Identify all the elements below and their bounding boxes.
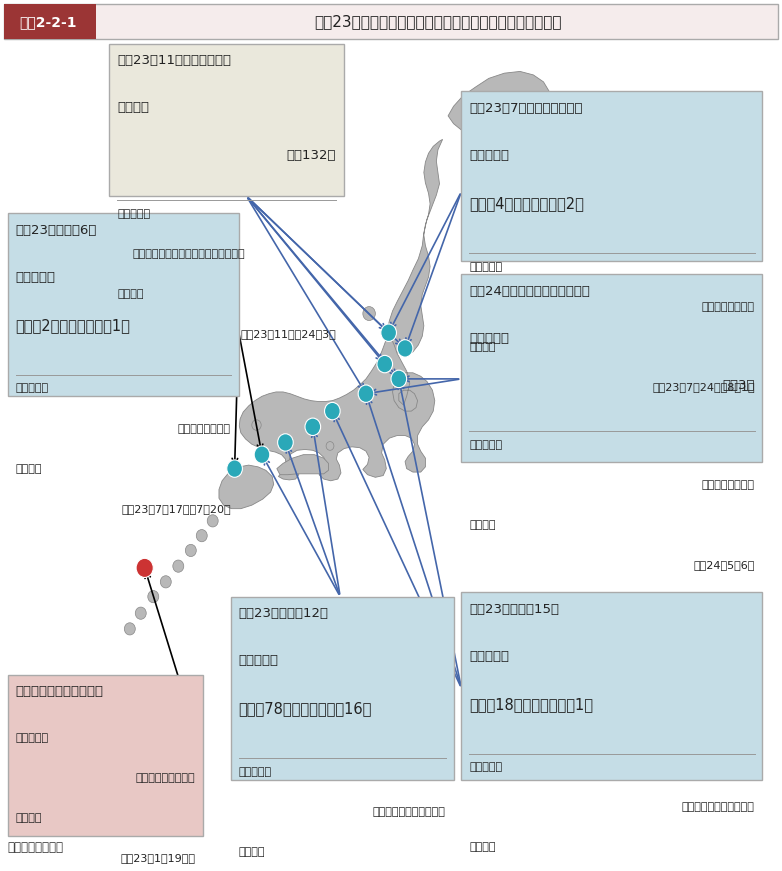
Circle shape (377, 355, 393, 373)
Circle shape (173, 560, 184, 572)
Circle shape (254, 446, 270, 463)
Text: 図表2-2-1: 図表2-2-1 (20, 15, 77, 29)
Bar (461, 274, 762, 462)
Text: 発生期間: 発生期間 (469, 520, 496, 530)
Text: 関東，中部及び近畿地方: 関東，中部及び近畿地方 (682, 802, 755, 813)
Text: 人的被害: 人的被害 (16, 271, 56, 284)
Circle shape (160, 576, 171, 588)
Bar (8, 675, 203, 836)
Text: 主な被災地: 主な被災地 (16, 733, 48, 743)
Bar (4, 4, 778, 39)
Text: 近畿及び四国地方: 近畿及び四国地方 (178, 423, 231, 434)
Circle shape (363, 307, 375, 321)
Text: 人的被害: 人的被害 (469, 650, 509, 663)
Text: 死者18人　行方不明者1人: 死者18人 行方不明者1人 (469, 698, 594, 712)
Circle shape (278, 434, 293, 451)
Text: 主な被災地: 主な被災地 (469, 261, 502, 272)
Circle shape (227, 460, 242, 477)
Circle shape (185, 544, 196, 557)
Text: 北日本から西日本にかけての日本海側: 北日本から西日本にかけての日本海側 (133, 249, 246, 259)
Circle shape (148, 591, 159, 603)
Text: 平成23年1月19日～: 平成23年1月19日～ (120, 853, 196, 863)
Text: 主な被災地: 主な被災地 (117, 209, 150, 219)
Text: 新潟県及び福島県: 新潟県及び福島県 (701, 301, 755, 312)
Circle shape (397, 340, 413, 357)
Text: 主な被災地: 主な被災地 (16, 383, 48, 394)
Circle shape (358, 385, 374, 402)
Polygon shape (239, 338, 435, 481)
Text: 人的被害: 人的被害 (469, 332, 509, 345)
Text: 平成23年11月からの大雪等: 平成23年11月からの大雪等 (117, 54, 231, 67)
Text: 平成23年7月新潟・福島豪雨: 平成23年7月新潟・福島豪雨 (469, 102, 583, 115)
Circle shape (391, 370, 407, 388)
Text: 死者4人　行方不明者2人: 死者4人 行方不明者2人 (469, 197, 584, 212)
Bar (461, 592, 762, 780)
Text: 発生期間: 発生期間 (16, 463, 42, 474)
Text: 死者78人　行方不明者16人: 死者78人 行方不明者16人 (239, 702, 372, 717)
Text: 平成24年5月6日: 平成24年5月6日 (694, 560, 755, 570)
Polygon shape (386, 139, 443, 355)
Bar (461, 91, 762, 261)
Circle shape (196, 530, 207, 542)
Circle shape (136, 558, 153, 577)
Text: 平成23年11月～24年3月: 平成23年11月～24年3月 (241, 329, 336, 339)
Text: 平成23年台風第6号: 平成23年台風第6号 (16, 224, 97, 237)
Polygon shape (448, 71, 550, 137)
Circle shape (124, 623, 135, 635)
Text: 死者132人: 死者132人 (287, 149, 336, 161)
Bar (231, 597, 454, 780)
Bar (8, 213, 239, 396)
Text: 平成24年５月に発生した突風等: 平成24年５月に発生した突風等 (469, 285, 590, 298)
Text: 発生期間: 発生期間 (469, 341, 496, 352)
Text: 平成23年台風第15号: 平成23年台風第15号 (469, 603, 559, 616)
Text: 主な被災地: 主な被災地 (469, 440, 502, 449)
Circle shape (207, 515, 218, 527)
Circle shape (305, 418, 321, 436)
Text: 宮崎県及び鹿児島県: 宮崎県及び鹿児島県 (136, 773, 196, 783)
Text: 人的被害: 人的被害 (117, 101, 149, 114)
Bar (4, 4, 96, 39)
Text: 平成23年台風第12号: 平成23年台風第12号 (239, 607, 328, 620)
Circle shape (381, 324, 396, 341)
Text: 人的被害: 人的被害 (469, 149, 509, 162)
Text: 平成23年7月24日～8月1日: 平成23年7月24日～8月1日 (652, 381, 755, 392)
Text: 主な被災地: 主な被災地 (239, 766, 271, 777)
Text: 発生期間: 発生期間 (239, 847, 265, 857)
Text: 人的被害: 人的被害 (239, 654, 278, 667)
Circle shape (326, 442, 334, 450)
Text: 関東及び北陸地方: 関東及び北陸地方 (701, 480, 755, 490)
Text: 近畿，中国及び四国地方: 近畿，中国及び四国地方 (373, 807, 446, 817)
Text: 出典：内閣府資料: 出典：内閣府資料 (8, 841, 64, 854)
Text: 発生期間: 発生期間 (117, 289, 144, 299)
Text: 平成23年7月17日～7月20日: 平成23年7月17日～7月20日 (121, 503, 231, 514)
Text: 死者2人　行方不明者1人: 死者2人 行方不明者1人 (16, 319, 131, 334)
Polygon shape (219, 465, 274, 509)
Text: 死者3人: 死者3人 (722, 380, 755, 392)
Bar (109, 44, 344, 196)
Circle shape (135, 607, 146, 619)
Polygon shape (277, 455, 328, 475)
Circle shape (252, 420, 261, 430)
Text: 主な被災地: 主な被災地 (469, 762, 502, 773)
Circle shape (325, 402, 340, 420)
Text: 霧島山（新燃岳）の噴火: 霧島山（新燃岳）の噴火 (16, 685, 104, 699)
Text: 発生期間: 発生期間 (469, 842, 496, 853)
Text: 平成23年以降に発生した主な災害（東日本大震災を除く）: 平成23年以降に発生した主な災害（東日本大震災を除く） (314, 14, 561, 30)
Text: 発生期間: 発生期間 (16, 813, 42, 823)
